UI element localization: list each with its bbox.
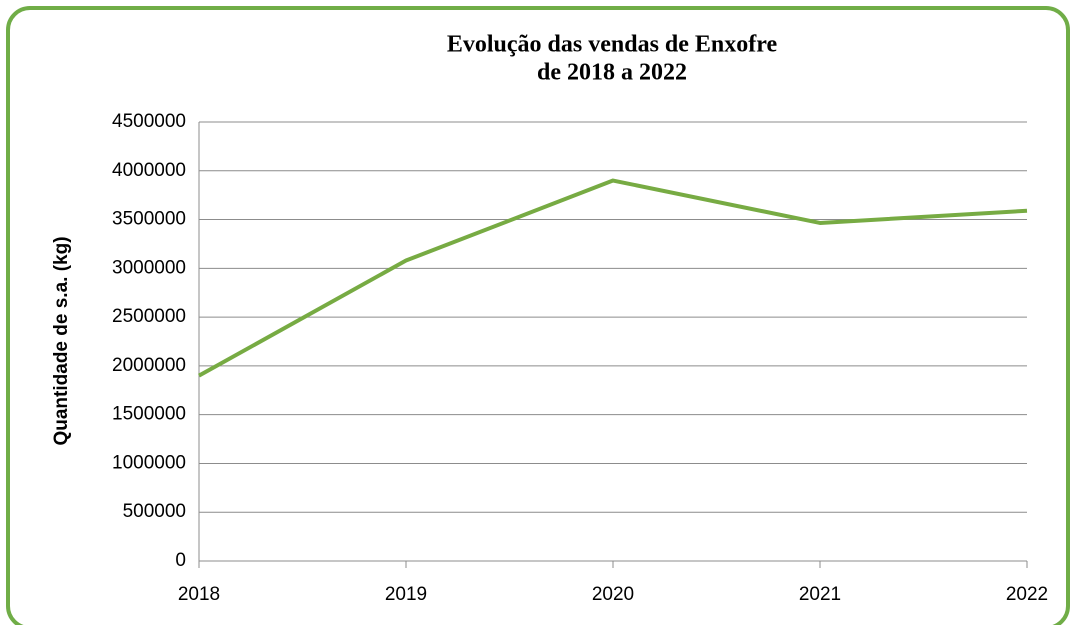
y-tick-label: 3500000 (112, 209, 186, 230)
x-tick-label: 2021 (799, 584, 841, 605)
y-tick-label: 4000000 (112, 160, 186, 181)
y-tick-label: 1500000 (112, 404, 186, 425)
y-tick-label: 1000000 (112, 452, 186, 473)
y-tick-label: 4500000 (112, 111, 186, 132)
y-tick-label: 0 (175, 550, 186, 571)
y-tick-label: 2000000 (112, 355, 186, 376)
data-line (198, 178, 1028, 378)
x-tick-label: 2022 (1006, 584, 1048, 605)
x-tick-label: 2020 (592, 584, 634, 605)
chart-border (6, 6, 1070, 625)
y-tick-label: 2500000 (112, 306, 186, 327)
chart-title: de 2018 a 2022 (537, 60, 687, 86)
y-tick-label: 500000 (123, 501, 186, 522)
x-tick-label: 2018 (178, 584, 220, 605)
y-axis-label: Quantidade de s.a. (kg) (51, 236, 72, 445)
x-tick-label: 2019 (385, 584, 427, 605)
chart-title: Evolução das vendas de Enxofre (447, 32, 778, 58)
y-tick-label: 3000000 (112, 257, 186, 278)
